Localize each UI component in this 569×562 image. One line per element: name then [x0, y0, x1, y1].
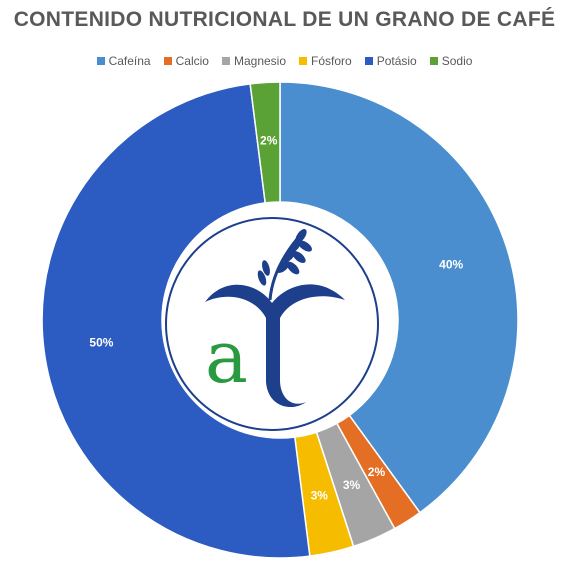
legend-swatch: [163, 57, 172, 65]
donut-slice: [249, 81, 281, 204]
slice-data-label: 40%: [439, 257, 463, 271]
slice-data-label: 3%: [311, 489, 329, 503]
legend-label: Sodio: [441, 54, 473, 68]
legend-label: Potásio: [376, 54, 417, 68]
legend-item: Sodio: [429, 54, 473, 68]
wheat-ear-icon: [257, 229, 312, 301]
legend-label: Cafeína: [108, 54, 151, 68]
legend-swatch: [299, 57, 307, 65]
legend-swatch: [96, 57, 105, 65]
legend-item: Magnesio: [221, 54, 286, 68]
legend-label: Fósforo: [311, 54, 352, 68]
logo-letter-a: a: [205, 315, 248, 399]
chart-legend: Cafeína Calcio Magnesio Fósforo Potásio Sodio: [0, 54, 569, 68]
legend-item: Potásio: [364, 54, 417, 68]
slice-labels: 40% 2% 3% 3% 50% 2%: [89, 133, 463, 502]
legend-item: Calcio: [163, 54, 209, 68]
legend-label: Magnesio: [233, 54, 286, 68]
legend-label: Calcio: [175, 54, 209, 68]
legend-swatch: [364, 57, 373, 65]
slice-data-label: 2%: [368, 465, 386, 479]
legend-item: Fósforo: [299, 54, 352, 68]
donut-slice: [279, 81, 519, 514]
donut-slices: [41, 81, 519, 559]
slice-data-label: 50%: [89, 336, 113, 350]
center-logo-icon: a: [165, 217, 379, 431]
logo-wings: [205, 284, 345, 408]
chart-title: CONTENIDO NUTRICIONAL DE UN GRANO DE CAF…: [13, 8, 556, 31]
legend-swatch: [221, 57, 230, 65]
donut-slice: [41, 83, 311, 559]
legend-item: Cafeína: [96, 54, 151, 68]
slice-data-label: 2%: [260, 133, 278, 147]
legend-swatch: [429, 57, 438, 65]
slice-data-label: 3%: [343, 478, 361, 492]
